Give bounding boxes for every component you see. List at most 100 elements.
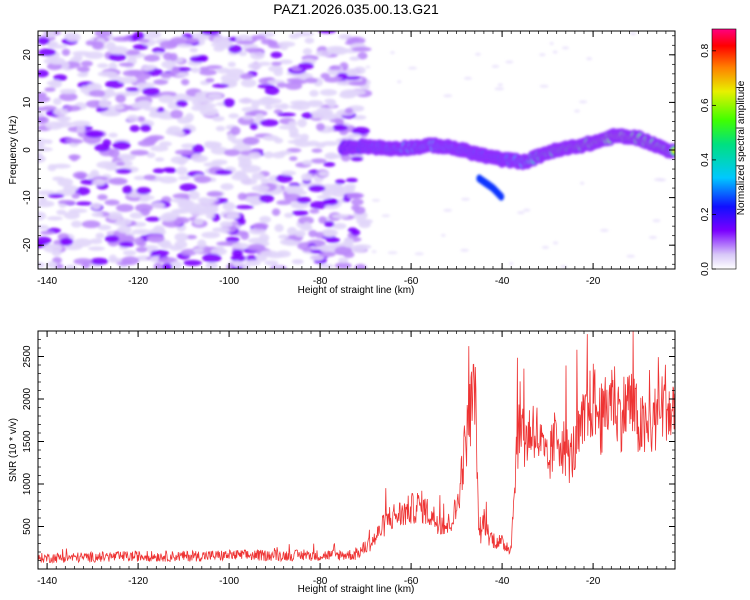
noise-cell <box>344 107 354 114</box>
x-tick-label: -60 <box>404 276 419 287</box>
noise-cell <box>176 43 193 48</box>
noise-cell <box>238 158 252 167</box>
noise-cell <box>153 52 164 57</box>
noise-cell <box>463 76 472 80</box>
noise-cell <box>178 175 191 181</box>
x-tick-label: -140 <box>37 576 57 587</box>
noise-cell <box>121 256 140 266</box>
noise-cell <box>270 51 283 59</box>
noise-cell <box>276 112 296 117</box>
noise-cell <box>136 82 156 88</box>
noise-cell <box>38 37 50 45</box>
noise-cell <box>228 45 243 54</box>
noise-cell <box>197 239 207 249</box>
noise-cell <box>354 263 367 269</box>
noise-cell <box>153 225 165 235</box>
noise-cell <box>186 96 198 102</box>
noise-cell <box>173 93 190 102</box>
noise-cell <box>150 249 170 256</box>
noise-cell <box>159 214 177 222</box>
noise-cell <box>324 221 335 228</box>
noise-cell <box>70 139 84 144</box>
noise-cell <box>231 242 249 250</box>
noise-cell <box>170 109 184 119</box>
noise-cell <box>228 113 240 119</box>
noise-cell <box>227 61 236 67</box>
noise-cell <box>59 88 77 95</box>
noise-cell <box>342 75 361 80</box>
noise-cell <box>75 186 91 196</box>
noise-cell <box>443 94 453 98</box>
noise-cell <box>179 183 197 192</box>
noise-cell <box>259 119 279 127</box>
noise-cell <box>104 88 115 98</box>
noise-cell <box>199 69 217 76</box>
noise-cell <box>329 65 342 71</box>
noise-cell <box>129 124 140 132</box>
noise-cell <box>238 98 254 104</box>
noise-cell <box>138 100 152 108</box>
noise-cell <box>108 53 127 62</box>
noise-cell <box>137 240 147 247</box>
noise-cell <box>143 245 159 250</box>
colorbar-tick-label: 0.4 <box>700 153 711 167</box>
noise-cell <box>47 193 65 198</box>
noise-cell <box>287 227 298 236</box>
noise-cell <box>135 203 153 213</box>
noise-cell <box>150 145 169 152</box>
noise-cell <box>274 137 284 144</box>
noise-cell <box>38 153 44 163</box>
noise-cell <box>248 62 262 70</box>
noise-cell <box>238 50 248 57</box>
noise-cell <box>57 199 76 205</box>
y-tick-label: 2500 <box>22 345 33 368</box>
noise-cell <box>161 262 173 269</box>
noise-cell <box>283 185 304 194</box>
noise-cell <box>279 59 293 65</box>
colorbar-tick-label: 0.2 <box>700 207 711 221</box>
noise-cell <box>108 177 128 185</box>
noise-cell <box>108 148 120 158</box>
noise-cell <box>53 74 68 82</box>
noise-cell <box>159 141 172 147</box>
noise-cell <box>80 85 91 94</box>
noise-cell <box>497 83 504 87</box>
noise-cell <box>334 262 352 269</box>
noise-cell <box>142 87 160 96</box>
noise-cell <box>245 255 258 262</box>
noise-cell <box>119 241 135 248</box>
noise-cell <box>113 104 125 110</box>
noise-cell <box>65 32 81 42</box>
noise-cell <box>300 173 313 181</box>
noise-cell <box>191 153 204 162</box>
noise-cell <box>315 50 333 57</box>
noise-cell <box>549 41 554 45</box>
noise-cell <box>76 66 90 73</box>
noise-cell <box>236 40 255 45</box>
noise-cell <box>88 246 106 251</box>
noise-cell <box>132 31 145 40</box>
noise-cell <box>115 168 132 174</box>
noise-cell <box>290 100 310 105</box>
noise-cell <box>188 190 200 200</box>
noise-cell <box>73 258 93 265</box>
x-tick-label: -40 <box>495 576 510 587</box>
noise-cell <box>299 133 309 141</box>
noise-cell <box>116 161 125 166</box>
noise-cell <box>43 244 61 249</box>
noise-cell <box>351 204 360 211</box>
noise-cell <box>112 140 131 150</box>
noise-cell <box>443 208 453 212</box>
noise-cell <box>123 250 137 256</box>
noise-cell <box>206 191 223 197</box>
noise-cell <box>185 37 200 44</box>
noise-cell <box>626 254 636 258</box>
noise-cell <box>272 104 290 109</box>
noise-cell <box>89 257 109 266</box>
noise-cell <box>264 86 280 96</box>
noise-cell <box>71 220 83 228</box>
noise-cell <box>38 262 46 268</box>
noise-cell <box>96 63 109 69</box>
noise-cell <box>251 184 270 192</box>
noise-cell <box>249 227 267 235</box>
